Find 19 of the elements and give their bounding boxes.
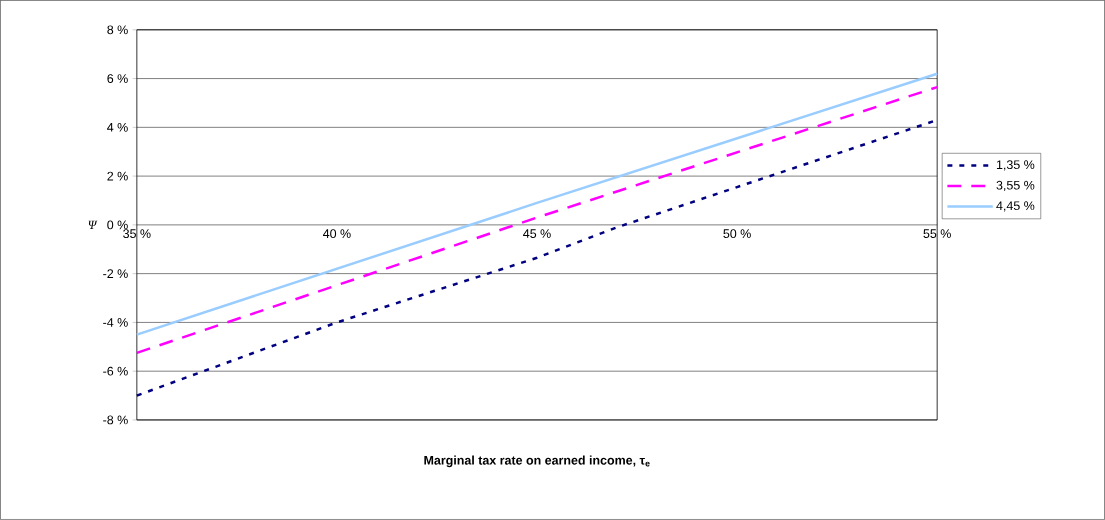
y-tick-label: -6 % <box>103 366 128 376</box>
y-tick-label: 8 % <box>107 25 128 35</box>
x-tick-label: 35 % <box>123 229 151 239</box>
x-tick-label: 50 % <box>723 229 751 239</box>
x-tick-label: 55 % <box>923 229 951 239</box>
legend-label: 3,55 % <box>996 180 1035 192</box>
x-tick-label: 45 % <box>523 229 551 239</box>
legend-label: 4,45 % <box>996 201 1035 212</box>
x-axis-title: Marginal tax rate on earned income, τ$_{e}$ <box>424 455 650 468</box>
y-tick-label: -2 % <box>103 269 128 279</box>
y-tick-label: 6 % <box>107 74 128 84</box>
y-tick-label: 0 % <box>107 220 128 230</box>
y-tick-label: -4 % <box>103 318 128 327</box>
y-axis-title: Ψ <box>88 220 98 230</box>
x-tick-label: 40 % <box>323 229 351 239</box>
y-tick-label: -8 % <box>103 415 128 425</box>
legend-label: 1,35 % <box>996 160 1035 171</box>
y-tick-label: 2 % <box>107 171 128 181</box>
y-tick-label: 4 % <box>107 123 128 132</box>
